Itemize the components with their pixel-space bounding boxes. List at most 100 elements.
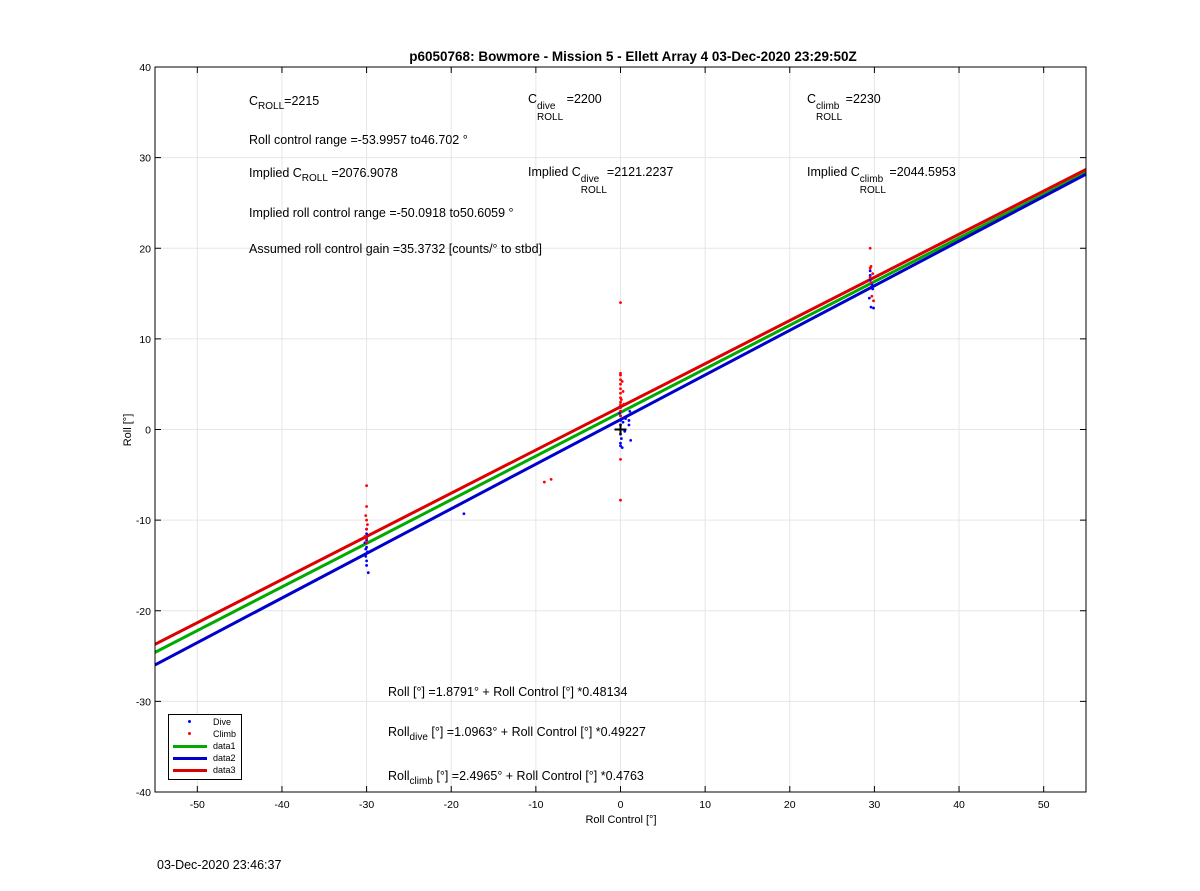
point-dive xyxy=(364,554,368,558)
x-tick-label: -20 xyxy=(444,799,459,811)
x-tick-label: 0 xyxy=(618,799,624,811)
point-climb xyxy=(872,299,875,303)
legend-item-data3: data3 xyxy=(169,765,241,776)
croll-annotation: CROLL=2215 xyxy=(249,94,320,112)
legend-line-data3 xyxy=(173,769,207,772)
point-climb xyxy=(619,387,622,391)
point-climb xyxy=(619,400,622,404)
point-climb xyxy=(619,391,622,395)
point-climb xyxy=(619,373,622,377)
legend-label: Dive xyxy=(213,717,232,727)
point-climb xyxy=(619,406,622,410)
x-tick-label: -50 xyxy=(190,799,205,811)
chart-title: p6050768: Bowmore - Mission 5 - Ellett A… xyxy=(409,49,856,64)
point-dive xyxy=(364,547,368,551)
point-climb xyxy=(542,480,546,484)
y-axis-label: Roll [°] xyxy=(122,414,134,447)
y-tick-label: 40 xyxy=(139,62,151,74)
x-tick-label: 30 xyxy=(869,799,881,811)
point-climb xyxy=(619,378,622,382)
point-climb xyxy=(365,536,368,540)
y-tick-label: 20 xyxy=(139,243,151,255)
fit-dive-annotation: Rolldive [°] =1.0963° + Roll Control [°]… xyxy=(388,725,646,743)
x-tick-label: 20 xyxy=(784,799,796,811)
chart-legend: Dive Climb data1 data2 data3 xyxy=(168,714,242,780)
y-tick-label: 10 xyxy=(139,334,151,346)
point-dive xyxy=(619,419,622,422)
x-tick-label: 50 xyxy=(1038,799,1050,811)
y-tick-label: 0 xyxy=(145,425,151,437)
y-tick-label: -10 xyxy=(136,515,151,527)
point-dive xyxy=(867,296,871,300)
roll-range-annotation: Roll control range =-53.9957 to46.702 ° xyxy=(249,133,468,147)
point-climb xyxy=(365,484,368,488)
x-tick-label: 40 xyxy=(953,799,965,811)
point-climb xyxy=(619,458,622,461)
point-dive xyxy=(462,512,466,516)
point-climb xyxy=(619,398,623,401)
legend-line-data2 xyxy=(173,757,207,760)
point-climb xyxy=(869,281,873,285)
point-climb xyxy=(622,402,626,406)
point-dive xyxy=(623,429,627,433)
point-dive xyxy=(619,441,622,445)
point-dive xyxy=(628,409,632,413)
point-dive xyxy=(366,550,369,554)
implied-croll-annotation: Implied CROLL =2076.9078 xyxy=(249,166,398,184)
legend-label: data3 xyxy=(213,765,236,775)
point-climb xyxy=(366,523,369,527)
gain-annotation: Assumed roll control gain =35.3732 [coun… xyxy=(249,242,543,256)
point-climb xyxy=(621,390,625,393)
point-climb xyxy=(619,382,622,386)
footer-timestamp: 03-Dec-2020 23:46:37 xyxy=(157,858,282,872)
point-dive xyxy=(869,305,873,309)
legend-label: Climb xyxy=(213,729,237,739)
fit-all-annotation: Roll [°] =1.8791° + Roll Control [°] *0.… xyxy=(388,685,628,699)
point-climb xyxy=(365,527,368,531)
point-climb xyxy=(868,246,872,250)
y-tick-label: -40 xyxy=(136,787,151,799)
fit-climb-annotation: Rollclimb [°] =2.4965° + Roll Control [°… xyxy=(388,769,644,787)
legend-item-data2: data2 xyxy=(169,753,241,764)
point-dive xyxy=(871,287,875,291)
point-climb xyxy=(870,294,874,298)
point-dive xyxy=(868,278,872,282)
point-climb xyxy=(549,477,553,481)
legend-dot-dive xyxy=(188,720,191,723)
point-dive xyxy=(365,564,368,567)
point-climb xyxy=(365,518,368,522)
legend-line-data1 xyxy=(173,745,207,748)
point-dive xyxy=(621,420,625,424)
x-axis-label: Roll Control [°] xyxy=(585,814,656,826)
legend-item-data1: data1 xyxy=(169,741,241,752)
y-tick-label: -20 xyxy=(136,606,151,618)
point-climb xyxy=(871,272,875,276)
point-dive xyxy=(619,437,623,440)
point-dive xyxy=(366,571,370,575)
point-climb xyxy=(619,498,622,502)
y-tick-label: -30 xyxy=(136,696,151,708)
x-tick-label: -30 xyxy=(359,799,374,811)
point-climb xyxy=(364,514,368,517)
x-tick-label: 10 xyxy=(699,799,711,811)
point-climb xyxy=(619,414,622,418)
legend-dot-climb xyxy=(188,732,191,735)
point-dive xyxy=(872,306,875,310)
point-climb xyxy=(868,266,872,270)
point-climb xyxy=(868,275,872,279)
legend-item-climb: Climb xyxy=(169,729,241,740)
point-dive xyxy=(620,446,624,450)
point-dive xyxy=(629,438,633,442)
point-climb xyxy=(365,541,368,545)
point-dive xyxy=(365,559,368,563)
point-climb xyxy=(365,505,368,508)
x-tick-label: -40 xyxy=(274,799,289,811)
legend-item-dive: Dive xyxy=(169,717,241,728)
point-dive xyxy=(619,444,622,448)
point-dive xyxy=(624,417,627,421)
y-tick-label: 30 xyxy=(139,153,151,165)
implied-range-annotation: Implied roll control range =-50.0918 to5… xyxy=(249,206,514,220)
